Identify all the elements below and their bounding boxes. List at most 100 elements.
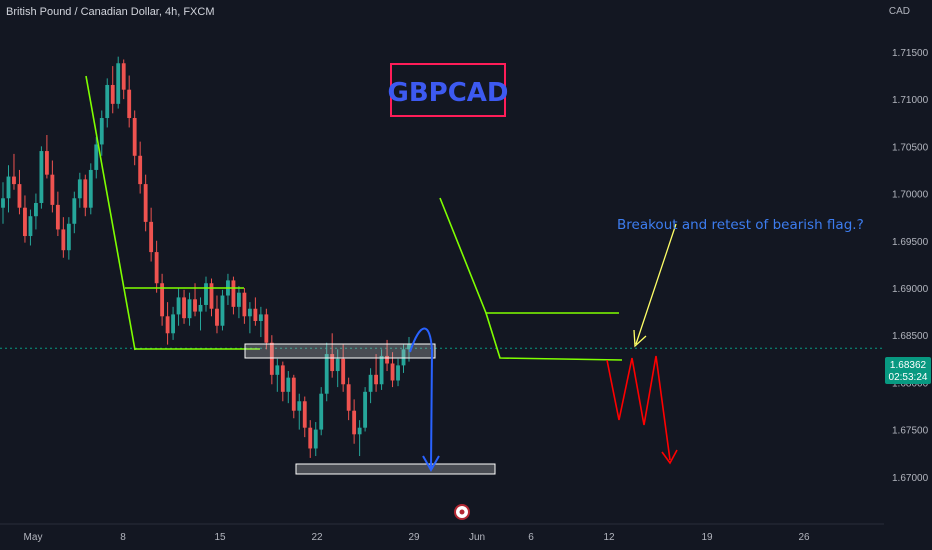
candle-body [308,427,313,449]
candle-body [176,297,181,315]
candle-body [341,358,346,385]
candle-body [83,179,88,208]
flagpole-line[interactable] [85,75,136,351]
chart-symbol-header[interactable]: British Pound / Canadian Dollar, 4h, FXC… [6,6,215,18]
projected-flag-lower-line[interactable] [485,312,623,361]
candle-body [204,283,208,305]
price-tick-label: 1.71500 [892,48,929,59]
time-tick-label: 12 [603,532,615,543]
time-axis[interactable] [0,524,932,550]
blue-arrow-path [409,327,434,469]
candle-body [269,342,274,375]
candle-body [247,308,252,317]
bearish-flag-drawing[interactable] [85,75,623,361]
blue-down-arrow[interactable] [409,327,440,473]
candle-body [242,292,247,317]
candle-body [220,295,225,326]
candle-body [94,144,99,170]
candle-body [6,176,11,199]
yellow-pointer-arrow[interactable] [633,223,677,348]
candle-body [236,292,241,307]
candle-body [280,365,285,392]
candle-body [275,365,280,375]
candle-body [105,84,110,119]
candle-body [357,427,362,435]
time-tick-label: 19 [701,532,713,543]
symbol-label-box[interactable] [390,63,506,117]
candle-body [264,314,269,343]
candle-body [44,151,49,175]
candle-body [302,401,307,428]
last-price-value: 1.68362 [890,360,927,371]
breakout-note-text[interactable]: Breakout and retest of bearish flag.? [617,217,864,233]
candle-body [23,207,27,237]
candle-body [127,89,132,119]
candle-body [171,314,176,334]
time-tick-label: 22 [311,532,323,543]
time-tick-label: May [24,532,43,543]
candle-body [291,377,296,411]
candle-body [319,393,324,430]
time-tick-label: 8 [120,532,126,543]
price-tick-label: 1.70500 [892,142,929,153]
price-axis-currency: CAD [888,6,910,17]
blue-arrow-head [422,455,440,473]
candle-body [149,221,154,253]
red-arrow-head [661,449,678,465]
candle-body [116,63,121,104]
candle-body [209,283,214,309]
candle-body [61,229,66,251]
candle-body [132,118,137,156]
candle-body [346,384,351,411]
resistance-zone[interactable] [244,343,436,359]
candle-body [390,363,395,381]
red-zigzag-path [606,355,671,461]
candle-body [330,354,335,372]
price-tick-label: 1.68500 [892,331,929,342]
candlestick-series [1,56,411,458]
candle-body [138,155,143,185]
time-tick-label: 29 [408,532,420,543]
candle-body [324,354,329,394]
candle-body [88,169,93,208]
candle-body [368,374,373,392]
price-tick-label: 1.71000 [892,95,929,106]
candle-body [66,223,71,251]
candle-body [28,216,33,237]
time-axis-ticks: May 8 15 22 29 Jun 6 12 19 26 [24,532,810,543]
candle-body [99,118,104,145]
candle-body [50,174,55,205]
support-zone[interactable] [295,463,496,475]
candle-body [352,410,357,435]
candle-body [121,63,126,90]
candle-body [193,299,197,312]
candle-body [231,280,236,307]
price-tick-label: 1.69000 [892,284,929,295]
candle-body [407,344,411,350]
candle-body [297,401,302,411]
price-tick-label: 1.70000 [892,190,929,201]
candle-body [286,377,291,392]
candle-body [182,297,186,319]
candle-body [198,304,203,312]
candle-body [379,355,384,385]
candle-body [17,184,22,208]
candle-body [39,151,44,203]
candle-body [313,429,318,449]
red-projection-arrow[interactable] [606,355,678,465]
candle-body [110,84,115,104]
time-tick-label: 15 [214,532,226,543]
symbol-label-text: GBPCAD [388,78,509,108]
bar-countdown-timer: 02:53:24 [889,372,928,383]
price-tick-label: 1.67000 [892,473,929,484]
candle-body [12,176,16,185]
yellow-arrow-head [633,329,647,348]
price-tick-label: 1.69500 [892,237,929,248]
event-marker-dot [459,509,465,515]
candle-body [1,198,5,208]
price-axis[interactable] [884,0,932,550]
candle-body [55,204,60,230]
candle-body [253,308,258,322]
candle-body [215,308,219,326]
